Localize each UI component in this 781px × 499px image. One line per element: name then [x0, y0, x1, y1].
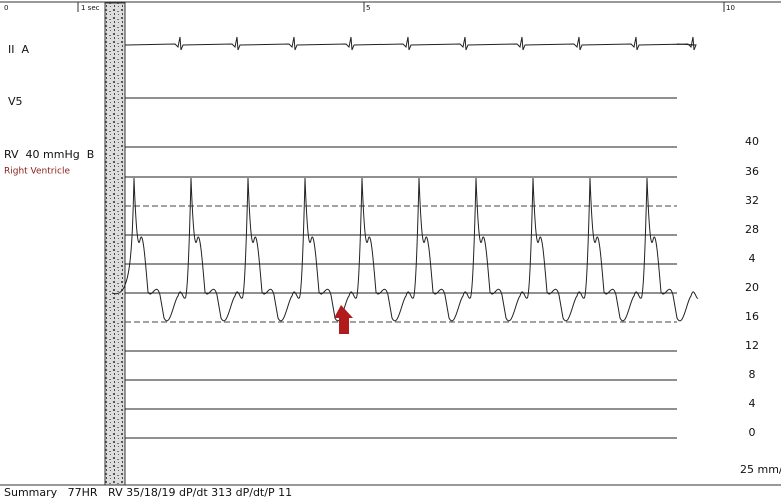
- channel-label: II A: [8, 43, 29, 56]
- pressure-trace: [111, 177, 699, 322]
- channel-label: V5: [8, 95, 23, 108]
- scale-label: 4: [749, 397, 756, 410]
- ecg-trace: [124, 36, 697, 51]
- speed: 25 mm/s: [740, 463, 781, 476]
- scale-label: 0: [749, 426, 756, 439]
- scale-label: 28: [745, 223, 759, 236]
- scale-label: 32: [745, 194, 759, 207]
- time-label: 0: [4, 4, 8, 12]
- scale-label: 8: [749, 368, 756, 381]
- time-label: 5: [366, 4, 370, 12]
- marker-band: [104, 2, 126, 486]
- scale-label: 20: [745, 281, 759, 294]
- scale-label: 40: [745, 135, 759, 148]
- channel-sublabel: Right Ventricle: [4, 167, 70, 177]
- channel-label: RV 40 mmHg B: [4, 148, 94, 161]
- summary: Summary 77HR RV 35/18/19 dP/dt 313 dP/dt…: [4, 486, 292, 499]
- scale-label: 12: [745, 339, 759, 352]
- scale-label: 4: [749, 252, 756, 265]
- scale-label: 16: [745, 310, 759, 323]
- time-label: 10: [726, 4, 735, 12]
- scale-label: 36: [745, 165, 759, 178]
- time-label: 1 sec: [81, 4, 100, 12]
- arrow: [334, 305, 353, 334]
